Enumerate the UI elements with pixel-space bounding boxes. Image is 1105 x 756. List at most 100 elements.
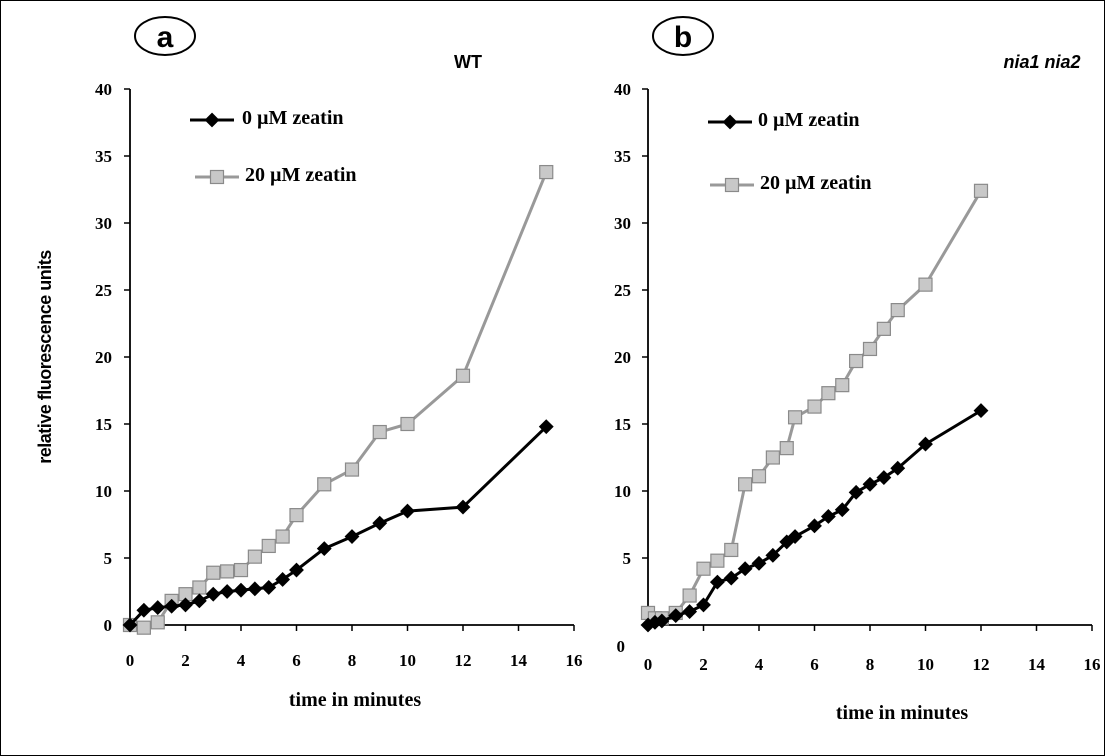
data-point	[737, 561, 753, 577]
panel-letter-oval	[134, 16, 196, 56]
y-tick-label: 20	[95, 348, 112, 367]
data-point	[220, 564, 235, 579]
y-tick-label: 15	[614, 415, 631, 434]
x-tick-label: 0	[644, 655, 653, 674]
data-point	[247, 581, 263, 597]
legend-marker	[724, 177, 740, 193]
data-point	[821, 386, 836, 401]
x-tick-label: 16	[566, 651, 583, 670]
x-tick-label: 10	[917, 655, 934, 674]
data-point	[150, 615, 165, 630]
data-point	[275, 529, 290, 544]
x-tick-label: 14	[1028, 655, 1046, 674]
legend-marker	[209, 169, 225, 185]
y-tick-label: 30	[95, 214, 112, 233]
data-point	[538, 419, 554, 435]
data-point	[738, 477, 753, 492]
y-tick-label: 40	[614, 80, 631, 99]
data-point	[136, 620, 151, 635]
data-point	[807, 518, 822, 534]
data-point	[787, 410, 803, 425]
y-tick-label: 40	[95, 80, 112, 99]
data-point	[539, 164, 554, 180]
legend-label: 0 µM zeatin	[758, 109, 860, 131]
data-point	[289, 562, 304, 578]
x-tick-label: 14	[510, 651, 528, 670]
y-tick-label: 0	[104, 616, 113, 635]
data-point	[779, 441, 794, 456]
legend-marker	[204, 112, 220, 128]
data-point	[876, 470, 892, 486]
series-line	[647, 409, 982, 627]
data-point	[862, 476, 878, 492]
data-point	[344, 529, 360, 544]
data-point	[205, 586, 221, 602]
y-tick-label: 10	[95, 482, 112, 501]
data-point	[372, 424, 387, 440]
x-tick-label: 6	[810, 655, 819, 674]
data-point	[918, 436, 933, 452]
x-tick-label: 10	[399, 651, 416, 670]
x-tick-label: 2	[181, 651, 190, 670]
data-point	[973, 403, 989, 419]
y-tick-label: 5	[104, 549, 113, 568]
data-point	[918, 277, 933, 292]
data-point	[289, 508, 304, 523]
panel-letter-oval	[652, 16, 714, 56]
y-tick-label: 35	[95, 147, 112, 166]
data-point	[261, 538, 276, 554]
data-point	[890, 460, 906, 476]
data-point	[178, 597, 193, 613]
data-point	[136, 602, 152, 618]
x-axis-label: time in minutes	[836, 702, 968, 724]
data-point	[849, 353, 864, 369]
data-point	[787, 529, 803, 544]
data-point	[344, 462, 360, 477]
x-tick-label: 12	[973, 655, 990, 674]
x-tick-label: 4	[755, 655, 764, 674]
data-point	[247, 549, 262, 564]
data-point	[696, 561, 711, 576]
y-tick-label: 25	[95, 281, 112, 300]
x-tick-label: 0	[126, 651, 135, 670]
data-point	[876, 321, 891, 336]
data-point	[751, 555, 767, 571]
data-point	[400, 416, 415, 432]
data-point	[973, 183, 989, 198]
data-point	[122, 617, 138, 633]
data-point	[455, 368, 471, 383]
y-tick-label: 35	[614, 147, 631, 166]
y-tick-label: 20	[614, 348, 631, 367]
x-tick-label: 8	[866, 655, 875, 674]
panel-letter: a	[157, 21, 174, 54]
data-point	[400, 503, 415, 519]
y-tick-label: 0	[617, 637, 626, 656]
data-point	[710, 553, 725, 568]
y-tick-label: 15	[95, 415, 112, 434]
panel-title: WT	[454, 52, 482, 72]
x-tick-label: 2	[699, 655, 708, 674]
x-tick-label: 6	[292, 651, 301, 670]
data-point	[668, 608, 684, 624]
data-point	[261, 580, 277, 595]
panel-letter: b	[674, 21, 692, 54]
data-point	[233, 582, 249, 598]
legend-label: 20 µM zeatin	[760, 172, 872, 194]
data-point	[275, 572, 291, 587]
data-point	[150, 600, 166, 616]
x-axis-label: time in minutes	[289, 689, 421, 711]
data-point	[765, 450, 780, 465]
data-point	[191, 593, 207, 609]
data-point	[654, 613, 670, 629]
data-point	[724, 542, 739, 558]
data-point	[820, 509, 836, 524]
y-tick-label: 25	[614, 281, 631, 300]
data-point	[807, 399, 822, 414]
data-point	[682, 604, 698, 620]
series-line	[129, 171, 548, 630]
data-point	[696, 597, 711, 613]
panel-title: nia1 nia2	[1003, 52, 1080, 72]
data-point	[206, 565, 221, 580]
